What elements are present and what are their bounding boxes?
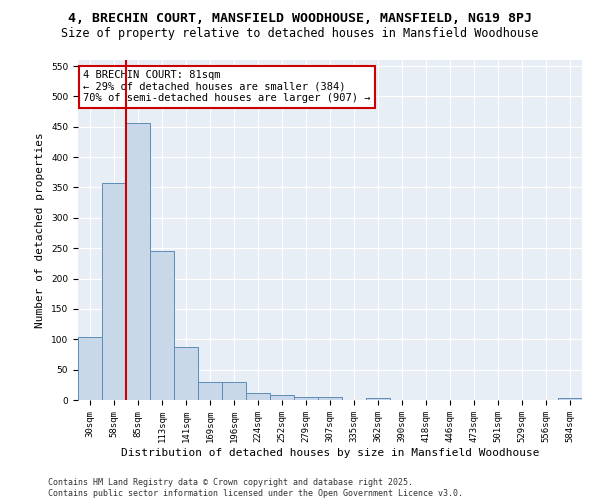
Bar: [270, 395, 294, 400]
Bar: [366, 398, 390, 400]
Text: Contains HM Land Registry data © Crown copyright and database right 2025.
Contai: Contains HM Land Registry data © Crown c…: [48, 478, 463, 498]
Bar: [150, 251, 174, 400]
Text: Size of property relative to detached houses in Mansfield Woodhouse: Size of property relative to detached ho…: [61, 28, 539, 40]
Bar: [222, 382, 246, 400]
Bar: [174, 346, 198, 400]
Bar: [246, 394, 270, 400]
Bar: [318, 397, 342, 400]
Bar: [102, 183, 126, 400]
Bar: [558, 398, 582, 400]
Y-axis label: Number of detached properties: Number of detached properties: [35, 132, 46, 328]
X-axis label: Distribution of detached houses by size in Mansfield Woodhouse: Distribution of detached houses by size …: [121, 448, 539, 458]
Bar: [198, 382, 222, 400]
Bar: [78, 337, 102, 400]
Bar: [294, 397, 318, 400]
Text: 4 BRECHIN COURT: 81sqm
← 29% of detached houses are smaller (384)
70% of semi-de: 4 BRECHIN COURT: 81sqm ← 29% of detached…: [83, 70, 371, 103]
Bar: [126, 123, 150, 400]
Text: 4, BRECHIN COURT, MANSFIELD WOODHOUSE, MANSFIELD, NG19 8PJ: 4, BRECHIN COURT, MANSFIELD WOODHOUSE, M…: [68, 12, 532, 26]
